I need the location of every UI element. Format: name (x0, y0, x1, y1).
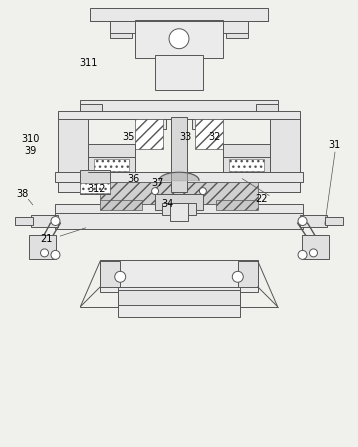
Circle shape (151, 188, 159, 194)
Bar (58, 182, 300, 192)
Bar (110, 21, 248, 33)
Circle shape (232, 271, 243, 282)
Bar (100, 182, 258, 204)
Bar (162, 203, 196, 215)
Text: 38: 38 (16, 189, 29, 199)
Bar (192, 114, 208, 129)
Bar (90, 8, 268, 21)
Text: 39: 39 (24, 146, 37, 156)
Bar (100, 200, 142, 210)
Bar (100, 260, 258, 292)
Bar (55, 213, 303, 229)
Circle shape (40, 249, 48, 257)
Text: 34: 34 (161, 199, 173, 209)
Text: 312: 312 (87, 184, 106, 194)
Bar (150, 114, 166, 129)
Text: 32: 32 (209, 132, 221, 142)
Bar (155, 114, 161, 119)
Bar (325, 217, 343, 225)
Bar (270, 114, 300, 192)
Bar (226, 21, 248, 38)
Bar (155, 55, 203, 89)
Bar (195, 119, 223, 149)
Bar (135, 119, 163, 149)
Bar (81, 105, 102, 114)
Circle shape (169, 29, 189, 49)
Bar (118, 287, 240, 316)
Bar (30, 215, 58, 227)
Text: 33: 33 (179, 132, 191, 142)
Bar (223, 144, 270, 172)
Text: 21: 21 (40, 234, 53, 244)
Bar (100, 261, 120, 287)
Bar (229, 159, 264, 171)
Circle shape (310, 249, 318, 257)
Bar (110, 21, 132, 38)
Bar (197, 114, 203, 119)
Bar (171, 118, 187, 192)
Bar (256, 105, 277, 114)
Circle shape (199, 188, 207, 194)
Bar (81, 170, 110, 194)
Bar (58, 111, 300, 119)
Text: 22: 22 (255, 194, 268, 204)
Bar (238, 261, 258, 287)
Bar (81, 183, 110, 193)
Text: 310: 310 (21, 135, 40, 144)
Circle shape (51, 250, 60, 259)
Bar (29, 235, 57, 259)
Bar (118, 290, 240, 305)
Bar (135, 20, 223, 58)
Bar (81, 101, 277, 114)
Bar (15, 217, 33, 225)
Circle shape (298, 216, 307, 225)
Text: 31: 31 (328, 140, 340, 150)
Text: 311: 311 (79, 58, 97, 67)
Bar (155, 194, 203, 210)
Text: 37: 37 (151, 178, 163, 188)
Bar (58, 114, 88, 192)
Bar (216, 200, 258, 210)
Circle shape (298, 250, 307, 259)
Circle shape (51, 216, 60, 225)
Bar (88, 144, 135, 172)
Bar (55, 172, 303, 182)
Bar (301, 235, 329, 259)
Bar (55, 204, 303, 214)
Bar (94, 159, 129, 171)
Bar (170, 203, 188, 221)
Text: 35: 35 (122, 132, 134, 142)
Bar (300, 215, 328, 227)
Circle shape (115, 271, 126, 282)
Text: 36: 36 (127, 174, 139, 184)
